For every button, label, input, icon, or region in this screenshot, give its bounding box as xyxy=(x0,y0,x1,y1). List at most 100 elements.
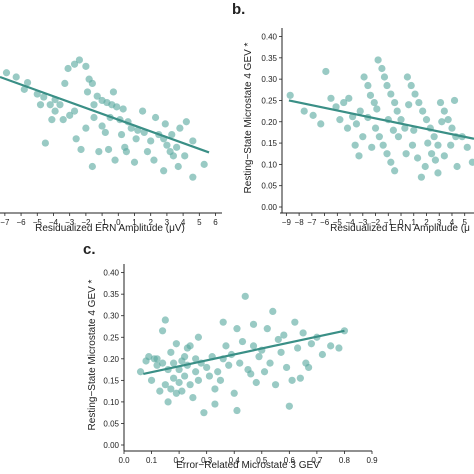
y-tick-label: 0.05 xyxy=(103,419,119,428)
data-point xyxy=(82,62,90,70)
x-tick-label: 0 xyxy=(116,218,121,227)
x-tick-label: 0.7 xyxy=(311,456,323,465)
data-point xyxy=(260,368,269,376)
data-points xyxy=(136,292,349,417)
data-point xyxy=(40,93,48,101)
data-point xyxy=(447,141,455,149)
x-tick-label: −1 xyxy=(98,218,108,227)
data-point xyxy=(288,376,296,384)
data-point xyxy=(327,94,335,102)
data-point xyxy=(98,122,106,130)
data-point xyxy=(413,154,422,162)
x-tick-label: 5 xyxy=(197,218,202,227)
data-point xyxy=(345,94,353,102)
data-point xyxy=(173,143,181,151)
data-point xyxy=(431,156,440,164)
x-tick-label: 0.8 xyxy=(339,456,351,465)
data-point xyxy=(421,162,429,171)
data-point xyxy=(383,81,391,90)
data-point xyxy=(147,376,156,384)
data-point xyxy=(181,353,189,361)
data-point xyxy=(436,98,445,107)
data-point xyxy=(121,143,129,151)
data-point xyxy=(66,111,74,119)
data-point xyxy=(194,333,202,341)
data-point xyxy=(95,147,103,156)
x-tick-label: −7 xyxy=(0,218,10,227)
data-point xyxy=(161,120,169,128)
data-point xyxy=(317,120,325,128)
regression-line xyxy=(288,99,474,140)
data-point xyxy=(211,400,219,408)
data-point xyxy=(299,329,307,337)
data-point xyxy=(158,327,167,335)
data-point xyxy=(143,147,152,156)
data-point xyxy=(389,126,397,134)
y-axis-label: Resting−State Microstate 4 GEV * xyxy=(243,42,254,193)
data-point xyxy=(174,162,182,171)
data-point xyxy=(380,73,389,81)
x-axis-ticks: 0.0 0.1 0.2 0.3 0.4 0.5 0.6 0.7 0.8 0.9 xyxy=(118,451,378,465)
data-point xyxy=(101,128,109,137)
data-point xyxy=(286,91,294,99)
data-point xyxy=(172,389,180,397)
x-tick-label: −3 xyxy=(65,218,75,227)
x-tick-label: −5 xyxy=(33,218,43,227)
y-tick-label: 0.10 xyxy=(103,398,119,407)
data-point xyxy=(453,162,461,171)
data-point xyxy=(332,103,340,111)
regression-line xyxy=(143,329,345,375)
data-point xyxy=(200,160,208,168)
data-point xyxy=(366,91,375,99)
data-point xyxy=(322,67,330,76)
x-tick-label: −7 xyxy=(307,218,317,227)
data-point xyxy=(307,340,315,348)
data-point xyxy=(2,69,11,77)
data-point xyxy=(160,167,168,175)
data-point xyxy=(56,101,64,109)
data-point xyxy=(371,124,380,132)
data-point xyxy=(373,105,381,113)
data-point xyxy=(93,92,101,100)
x-tick-label: 0.4 xyxy=(229,456,241,465)
x-tick-label: 0 xyxy=(399,218,404,227)
data-point xyxy=(378,64,386,73)
x-tick-label: 5 xyxy=(462,218,467,227)
data-point xyxy=(83,88,92,96)
data-point xyxy=(167,385,175,393)
data-point xyxy=(252,378,260,387)
x-tick-label: 1 xyxy=(132,218,137,227)
y-tick-label: 0.15 xyxy=(261,139,277,148)
y-axis-ticks: 0.00 0.05 0.10 0.15 0.20 0.25 0.30 0.35 0.40 xyxy=(103,269,124,450)
data-point xyxy=(411,90,419,98)
data-point xyxy=(440,107,448,115)
data-point xyxy=(200,409,208,417)
data-point xyxy=(36,101,45,109)
data-point xyxy=(90,113,98,122)
data-point xyxy=(277,348,285,356)
data-point xyxy=(222,342,230,350)
data-point xyxy=(167,348,175,356)
data-points xyxy=(286,56,474,181)
data-point xyxy=(136,368,145,376)
x-tick-label: −9 xyxy=(282,218,292,227)
x-axis-label: Error−Related Microstate 3 GEV xyxy=(176,460,320,471)
data-point xyxy=(394,133,403,141)
data-point xyxy=(189,393,197,402)
data-point xyxy=(178,387,186,395)
data-point xyxy=(434,169,442,177)
x-tick-label: −3 xyxy=(358,218,368,227)
x-tick-label: 1 xyxy=(412,218,417,227)
data-point xyxy=(153,355,161,363)
data-point xyxy=(285,402,293,410)
data-point xyxy=(424,139,432,147)
data-point xyxy=(271,381,280,389)
data-point xyxy=(374,56,382,64)
data-point xyxy=(130,158,139,166)
data-point xyxy=(138,107,147,115)
x-tick-label: 6 xyxy=(213,218,218,227)
data-point xyxy=(169,152,177,160)
data-point xyxy=(360,73,368,81)
data-point xyxy=(75,56,84,64)
y-tick-label: 0.00 xyxy=(103,441,119,450)
